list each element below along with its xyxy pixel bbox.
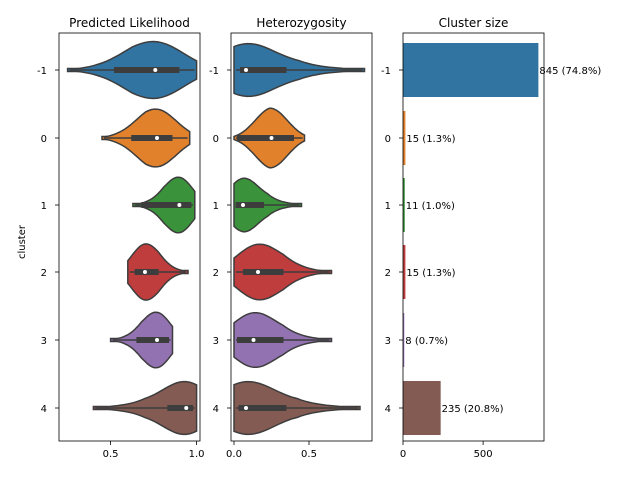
bar-value-label: 235 (20.8%) bbox=[442, 404, 504, 415]
panel-title: Predicted Likelihood bbox=[69, 16, 190, 30]
bar-4 bbox=[403, 381, 441, 435]
iqr-box bbox=[141, 202, 192, 208]
panel-2: Cluster size 845 (74.8%) -1 15 (1.3%) 0 11 (1… bbox=[381, 16, 601, 460]
axes-frame bbox=[58, 32, 201, 442]
iqr-box bbox=[237, 135, 294, 141]
iqr-box bbox=[237, 337, 284, 343]
median-dot bbox=[155, 338, 160, 342]
median-dot bbox=[269, 136, 274, 140]
iqr-box bbox=[136, 337, 170, 343]
y-tick-label: 2 bbox=[385, 268, 391, 279]
bar-value-label: 15 (1.3%) bbox=[406, 268, 455, 279]
bar-value-label: 845 (74.8%) bbox=[539, 66, 601, 77]
bar-2 bbox=[403, 245, 406, 299]
x-tick-label: 0.0 bbox=[226, 449, 242, 460]
x-tick-label: 0.5 bbox=[103, 449, 119, 460]
median-dot bbox=[244, 68, 248, 72]
y-tick-label: 4 bbox=[41, 404, 47, 415]
y-tick-label: 3 bbox=[213, 336, 219, 347]
y-tick-label: 1 bbox=[385, 201, 391, 212]
iqr-box bbox=[167, 405, 194, 411]
y-tick-label: 4 bbox=[213, 404, 219, 415]
x-tick-label: 0 bbox=[400, 449, 406, 460]
panel-0: Predicted Likelihood -1 0 1 2 3 4 0.5 1.0 bbox=[37, 16, 204, 460]
iqr-box bbox=[114, 67, 180, 73]
median-dot bbox=[241, 203, 245, 207]
y-tick-label: 1 bbox=[213, 201, 219, 212]
y-tick-label: -1 bbox=[209, 66, 219, 77]
bar-0 bbox=[403, 111, 406, 165]
iqr-box bbox=[131, 135, 173, 141]
bar--1 bbox=[403, 43, 539, 97]
iqr-box bbox=[238, 405, 287, 411]
x-tick-label: 1.0 bbox=[189, 449, 205, 460]
median-dot bbox=[155, 136, 160, 140]
bar-value-label: 8 (0.7%) bbox=[405, 336, 448, 347]
y-tick-label: 2 bbox=[213, 268, 219, 279]
median-dot bbox=[256, 270, 260, 274]
median-dot bbox=[251, 338, 256, 342]
bar-3 bbox=[403, 313, 405, 367]
y-tick-label: 4 bbox=[385, 404, 391, 415]
y-tick-label: 0 bbox=[385, 134, 391, 145]
panel-title: Cluster size bbox=[439, 16, 509, 30]
iqr-box bbox=[240, 67, 287, 73]
axes-frame bbox=[230, 32, 373, 442]
iqr-box bbox=[235, 202, 264, 208]
y-tick-label: -1 bbox=[37, 66, 47, 77]
x-tick-label: 500 bbox=[474, 449, 493, 460]
y-tick-label: -1 bbox=[381, 66, 391, 77]
bar-value-label: 15 (1.3%) bbox=[406, 134, 455, 145]
y-tick-label: 0 bbox=[213, 134, 219, 145]
x-tick-label: 0.5 bbox=[301, 449, 317, 460]
median-dot bbox=[153, 68, 158, 72]
panel-title: Heterozygosity bbox=[256, 16, 346, 30]
median-dot bbox=[142, 270, 147, 274]
bar-value-label: 11 (1.0%) bbox=[406, 201, 455, 212]
panel-1: Heterozygosity -1 0 1 2 3 4 0.0 0.5 bbox=[209, 16, 373, 460]
bar-1 bbox=[403, 178, 405, 232]
y-tick-label: 3 bbox=[41, 336, 47, 347]
y-tick-label: 0 bbox=[41, 134, 47, 145]
y-tick-label: 3 bbox=[385, 336, 391, 347]
median-dot bbox=[177, 203, 182, 207]
y-tick-label: 1 bbox=[41, 201, 47, 212]
median-dot bbox=[244, 406, 248, 410]
y-axis-label: cluster bbox=[17, 224, 28, 259]
iqr-box bbox=[243, 269, 284, 275]
y-tick-label: 2 bbox=[41, 268, 47, 279]
axes-frame bbox=[402, 32, 545, 442]
median-dot bbox=[184, 406, 189, 410]
